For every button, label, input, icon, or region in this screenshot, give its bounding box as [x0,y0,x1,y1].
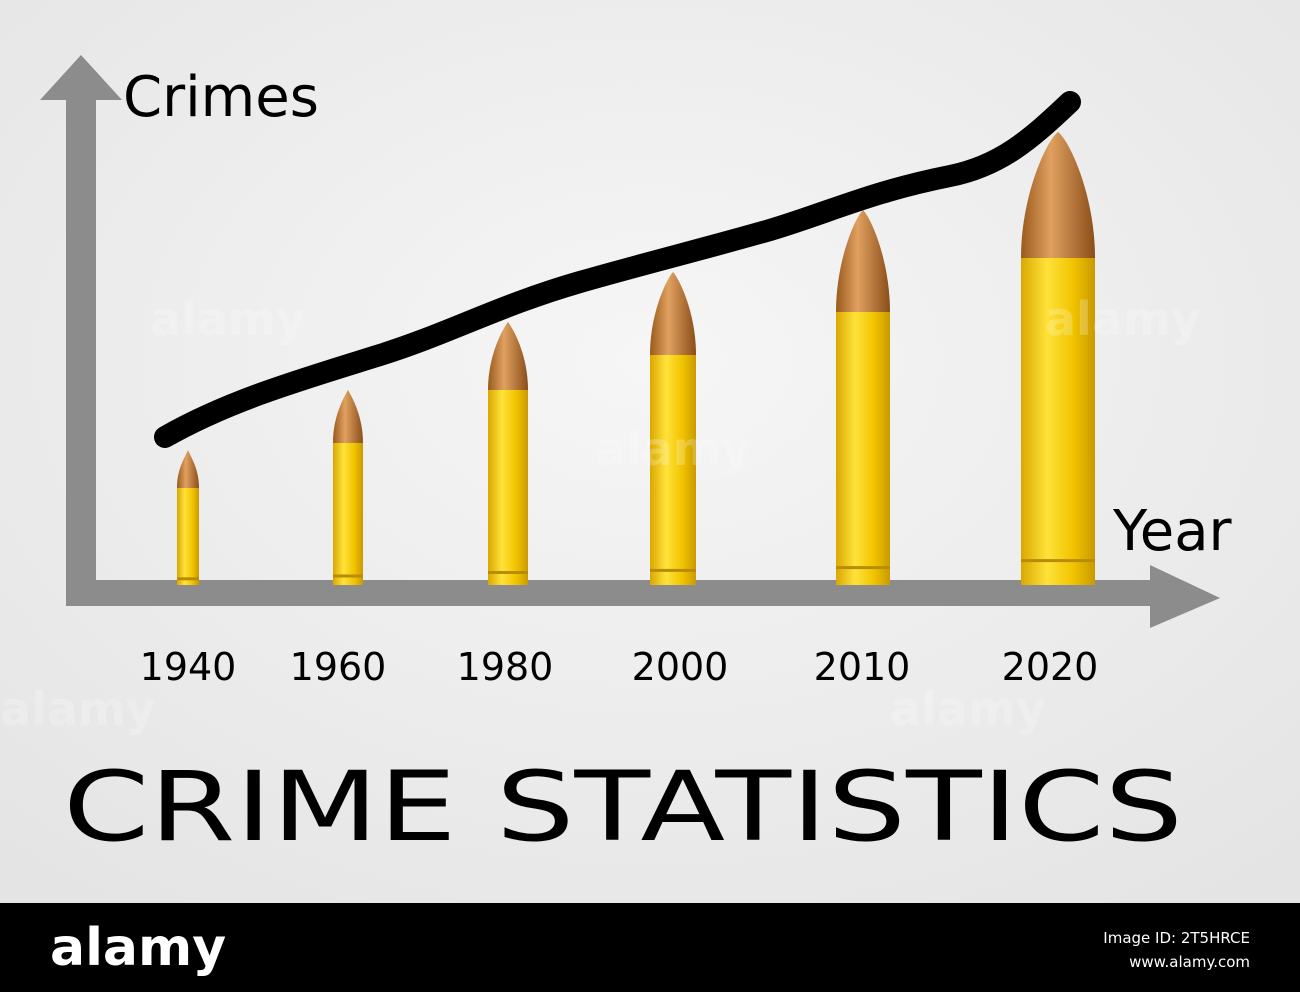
bullet-rim [1021,559,1095,563]
x-axis-label: Year [1112,499,1233,564]
watermark: alamy [595,422,751,476]
footer-logo: alamy [50,918,226,978]
bullet-rim [488,571,528,574]
bullet-rim [177,577,199,581]
bullet-tip [333,390,363,443]
bullet-case [488,390,528,585]
trend-line [154,91,1081,448]
bullet-rim [650,568,696,572]
x-tick-label: 1940 [140,645,237,689]
bullet-rim [836,566,890,570]
y-axis-arrow [40,55,122,100]
bullet-case [836,312,890,585]
watermarks: alamy alamy alamy alamy alamy [0,292,1201,736]
bullet-case [1021,258,1095,585]
watermark: alamy [890,682,1046,736]
watermark: alamy [1045,292,1201,346]
title: CRIME STATISTICS [63,751,1183,863]
x-tick-label: 1980 [457,645,554,689]
x-tick-label: 2020 [1002,645,1099,689]
y-axis-label: Crimes [123,65,319,130]
bullet-tip [836,210,890,312]
bullet-tip [1021,132,1095,258]
footer-url: www.alamy.com [1129,953,1250,971]
x-tick-label: 2010 [814,645,911,689]
bullet-case [650,355,696,585]
image-id: Image ID: 2T5HRCE [1103,929,1250,947]
y-axis [66,95,96,605]
watermark: alamy [0,682,156,736]
x-axis [66,580,1166,606]
bullet-tip [650,272,696,355]
bullet-tip [488,322,528,390]
footer-bar [0,903,1300,992]
x-tick-label: 1960 [290,645,387,689]
bullets [177,132,1095,585]
bullet-tip [177,450,199,488]
bullet-rim [333,574,363,578]
bullet-case [177,488,199,585]
x-axis-arrow [1150,565,1220,628]
bullet-case [333,443,363,585]
watermark: alamy [150,292,306,346]
x-tick-label: 2000 [632,645,729,689]
